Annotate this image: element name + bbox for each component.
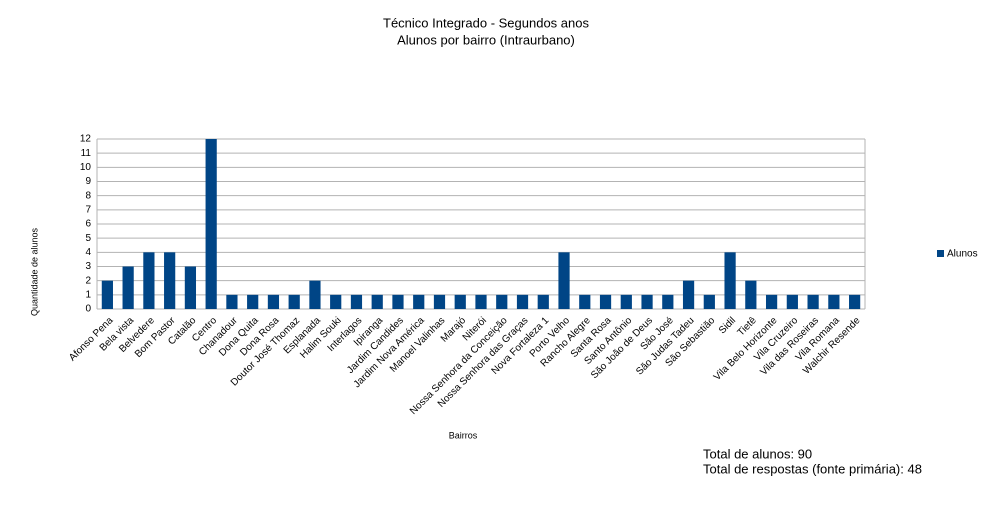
y-tick-label: 1: [85, 289, 91, 300]
bar: [164, 252, 176, 309]
bar: [641, 294, 653, 309]
bar: [184, 266, 197, 309]
chart-subtitle: Alunos por bairro (Intraurbano): [397, 32, 575, 47]
y-tick-label: 8: [85, 190, 91, 201]
bar: [828, 294, 840, 309]
chart-title: Técnico Integrado - Segundos anos: [383, 15, 589, 30]
annotation: Total de respostas (fonte primária): 48: [703, 461, 922, 476]
bar: [496, 294, 508, 309]
bar: [662, 294, 674, 309]
y-tick-label: 0: [85, 304, 91, 315]
bar: [371, 294, 383, 309]
y-tick-label: 12: [80, 134, 92, 145]
bar: [849, 294, 861, 309]
y-tick-label: 6: [85, 219, 91, 230]
bar: [599, 294, 612, 309]
legend-swatch: [937, 250, 944, 257]
bar: [413, 294, 425, 309]
bar: [309, 280, 321, 309]
bar: [765, 294, 778, 309]
y-tick-label: 7: [85, 204, 91, 215]
bar: [226, 294, 238, 309]
y-tick-label: 3: [85, 261, 91, 272]
bar: [101, 280, 113, 309]
y-tick-label: 9: [85, 176, 91, 187]
y-axis-title: Quantidade de alunos: [29, 227, 39, 316]
bar: [703, 294, 715, 309]
bar: [807, 294, 819, 309]
bar: [579, 294, 591, 309]
bar: [516, 294, 529, 309]
x-axis-title: Bairros: [449, 430, 478, 440]
bar: [288, 294, 300, 309]
bar: [620, 294, 632, 309]
y-tick-label: 5: [85, 233, 91, 244]
annotation: Total de alunos: 90: [703, 446, 812, 461]
y-tick-label: 11: [81, 148, 92, 159]
bar: [143, 252, 155, 309]
x-tick-label: Sidil: [717, 315, 738, 336]
bar: [475, 294, 487, 309]
bar: [350, 294, 363, 309]
bar: [330, 294, 342, 309]
bar: [558, 252, 570, 309]
bar: [392, 294, 404, 309]
bar: [724, 252, 736, 309]
legend-label: Alunos: [947, 249, 978, 260]
bar: [537, 294, 549, 309]
bar: [454, 294, 466, 309]
y-tick-label: 2: [85, 275, 91, 286]
bar: [247, 294, 259, 309]
bar: [682, 280, 695, 309]
bar: [267, 294, 280, 309]
bar: [786, 294, 798, 309]
bar: [122, 266, 134, 309]
bar: [745, 280, 757, 309]
y-tick-label: 10: [80, 162, 92, 173]
bar: [205, 139, 217, 309]
y-tick-label: 4: [85, 247, 91, 258]
bar: [433, 294, 446, 309]
